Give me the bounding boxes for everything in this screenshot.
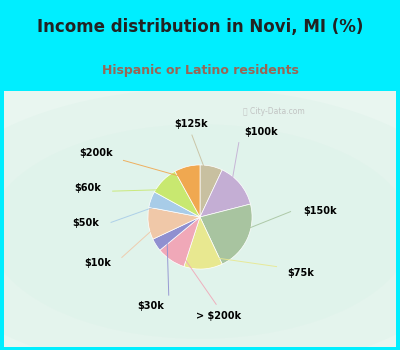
Text: $60k: $60k <box>74 183 101 193</box>
Wedge shape <box>200 170 250 217</box>
Ellipse shape <box>0 89 400 350</box>
Ellipse shape <box>0 124 400 339</box>
Wedge shape <box>200 165 222 217</box>
Wedge shape <box>148 207 200 239</box>
Ellipse shape <box>0 53 400 350</box>
Text: ⓘ City-Data.com: ⓘ City-Data.com <box>243 107 304 116</box>
Text: $100k: $100k <box>244 127 278 138</box>
Text: $10k: $10k <box>84 258 111 268</box>
Wedge shape <box>184 217 222 269</box>
Wedge shape <box>200 204 252 264</box>
Wedge shape <box>175 165 200 217</box>
Text: $150k: $150k <box>303 206 336 216</box>
Text: Hispanic or Latino residents: Hispanic or Latino residents <box>102 64 298 77</box>
Text: $50k: $50k <box>72 218 99 228</box>
Wedge shape <box>153 217 200 250</box>
Text: $125k: $125k <box>174 119 208 129</box>
Wedge shape <box>149 192 200 217</box>
Text: > $200k: > $200k <box>196 311 241 321</box>
Wedge shape <box>154 172 200 217</box>
Text: $75k: $75k <box>287 268 314 278</box>
Text: $200k: $200k <box>79 148 113 158</box>
Wedge shape <box>160 217 200 266</box>
Text: $30k: $30k <box>138 301 164 311</box>
Text: Income distribution in Novi, MI (%): Income distribution in Novi, MI (%) <box>37 18 363 36</box>
